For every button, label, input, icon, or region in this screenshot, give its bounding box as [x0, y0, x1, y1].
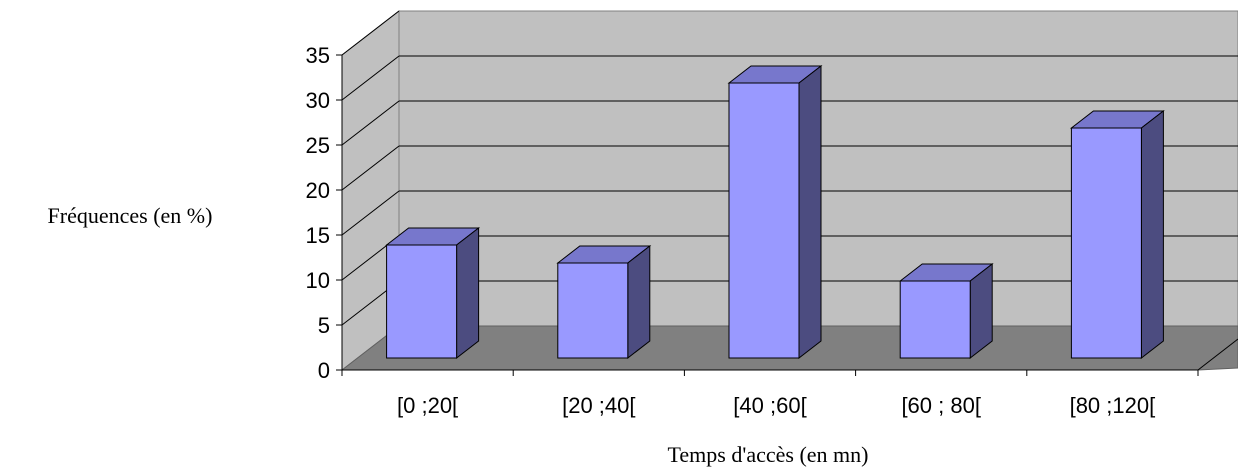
bar-front	[1070, 127, 1142, 359]
x-tick-label: [20 ;40[	[562, 393, 635, 418]
x-tick-label: [40 ;60[	[733, 393, 806, 418]
bar-side	[1140, 109, 1164, 360]
bar-side	[798, 64, 822, 360]
x-tick-label: [60 ; 80[	[901, 393, 981, 418]
y-tick-label: 5	[318, 313, 330, 338]
y-tick-label: 25	[306, 133, 330, 158]
bar-front	[386, 244, 458, 359]
gridline-side	[341, 190, 400, 236]
y-tick-label: 10	[306, 268, 330, 293]
bar	[727, 64, 823, 360]
y-tick-labels: 0 5 10 15 20 25 30 35	[306, 43, 330, 383]
gridline-side	[341, 10, 400, 56]
y-tick-label: 35	[306, 43, 330, 68]
bar-front	[899, 280, 971, 359]
bar	[1069, 109, 1165, 360]
x-axis-title: Temps d'accès (en mn)	[668, 442, 869, 467]
gridline-side	[341, 55, 400, 101]
x-tick-label: [0 ;20[	[397, 393, 458, 418]
bar-side	[969, 262, 993, 360]
bar-side	[456, 226, 480, 360]
gridline-side	[341, 145, 400, 191]
floor-edge	[1197, 338, 1238, 371]
y-tick-label: 15	[306, 223, 330, 248]
y-tick-label: 30	[306, 88, 330, 113]
bar	[898, 262, 994, 360]
gridline-side	[341, 100, 400, 146]
y-tick-label: 0	[318, 358, 330, 383]
bars	[385, 64, 1165, 360]
bar	[385, 226, 481, 360]
y-tick-label: 20	[306, 178, 330, 203]
x-tick-label: [80 ;120[	[1070, 393, 1156, 418]
x-tick-labels: [0 ;20[ [20 ;40[ [40 ;60[ [60 ; 80[ [80 ;120…	[397, 393, 1155, 418]
bar-side	[627, 244, 651, 360]
axes	[336, 54, 1238, 376]
bar-front	[728, 82, 800, 359]
bar-front	[557, 262, 629, 359]
y-axis-title: Fréquences (en %)	[48, 203, 213, 228]
bar	[556, 244, 652, 360]
